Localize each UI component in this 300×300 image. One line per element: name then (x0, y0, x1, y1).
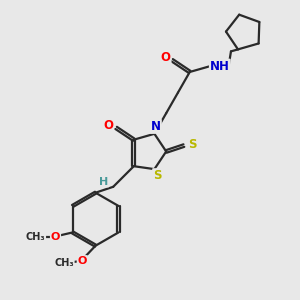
Text: CH₃: CH₃ (26, 232, 45, 242)
Text: O: O (103, 119, 113, 132)
Text: S: S (153, 169, 162, 182)
Text: S: S (188, 138, 197, 151)
Text: N: N (151, 120, 161, 133)
Text: CH₃: CH₃ (54, 258, 74, 268)
Text: H: H (99, 176, 108, 187)
Text: O: O (160, 51, 171, 64)
Text: O: O (51, 232, 60, 242)
Text: O: O (78, 256, 87, 266)
Text: NH: NH (210, 60, 230, 73)
